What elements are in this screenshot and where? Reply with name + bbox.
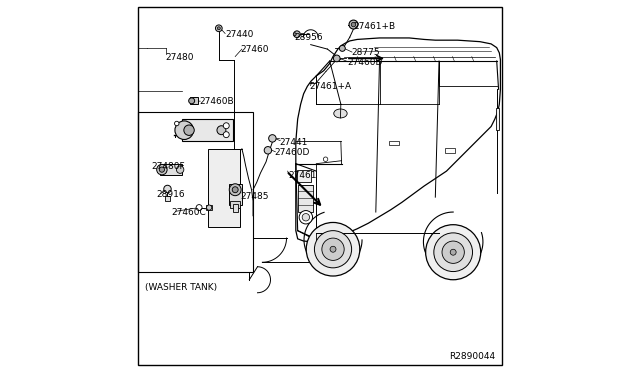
Bar [445,148,455,153]
Circle shape [157,164,167,175]
Bar [160,164,182,175]
Text: 27460B: 27460B [199,97,234,106]
Circle shape [196,205,202,211]
Bar [182,119,232,141]
Text: 28775: 28775 [351,48,380,57]
Bar [230,201,241,208]
Circle shape [264,147,271,154]
Circle shape [434,233,472,272]
Circle shape [229,184,241,196]
Circle shape [218,27,220,30]
Bar [495,108,499,130]
Bar [206,205,212,210]
Circle shape [442,241,465,263]
Circle shape [450,249,456,255]
Circle shape [232,187,238,193]
Circle shape [223,123,229,129]
Circle shape [293,33,296,36]
Text: 27460D: 27460D [275,148,310,157]
Circle shape [175,121,193,140]
Bar [296,170,310,182]
Text: 27460D: 27460D [347,58,383,67]
Circle shape [349,20,358,29]
Circle shape [351,22,356,27]
Circle shape [306,222,360,276]
Text: 27461+A: 27461+A [310,82,352,91]
Circle shape [184,125,195,135]
Bar [229,184,242,205]
Circle shape [323,157,328,161]
Bar [138,112,253,272]
Text: 27460C: 27460C [172,208,206,217]
Circle shape [426,225,481,280]
Bar [165,196,170,201]
Text: 27485: 27485 [240,192,269,201]
Text: (WASHER TANK): (WASHER TANK) [145,283,218,292]
Circle shape [175,121,179,126]
Circle shape [216,25,222,32]
Bar [190,97,198,104]
Bar [209,149,240,227]
Circle shape [223,132,229,138]
Text: 27460: 27460 [240,45,269,54]
Ellipse shape [334,109,347,118]
Text: 27461: 27461 [289,171,317,180]
Polygon shape [296,38,500,242]
Bar [298,185,314,212]
Text: 28916: 28916 [156,190,185,199]
Circle shape [177,166,184,173]
Circle shape [299,211,312,224]
Bar [232,204,238,212]
Circle shape [269,135,276,142]
Circle shape [302,214,310,221]
Text: 28956: 28956 [294,33,323,42]
Circle shape [159,167,164,172]
Circle shape [217,126,226,135]
Text: 27480: 27480 [166,53,194,62]
Circle shape [294,31,300,38]
Circle shape [164,185,172,193]
Text: 27441: 27441 [279,138,307,147]
Circle shape [333,55,340,62]
Circle shape [339,45,346,51]
Text: 27440: 27440 [225,31,253,39]
Circle shape [314,231,351,268]
Text: 27480F: 27480F [152,162,186,171]
Text: 27461+B: 27461+B [353,22,396,31]
Bar [389,141,399,145]
Text: R2890044: R2890044 [449,352,495,361]
Circle shape [330,246,336,252]
Circle shape [207,205,212,210]
Circle shape [189,98,195,104]
Circle shape [322,238,344,260]
